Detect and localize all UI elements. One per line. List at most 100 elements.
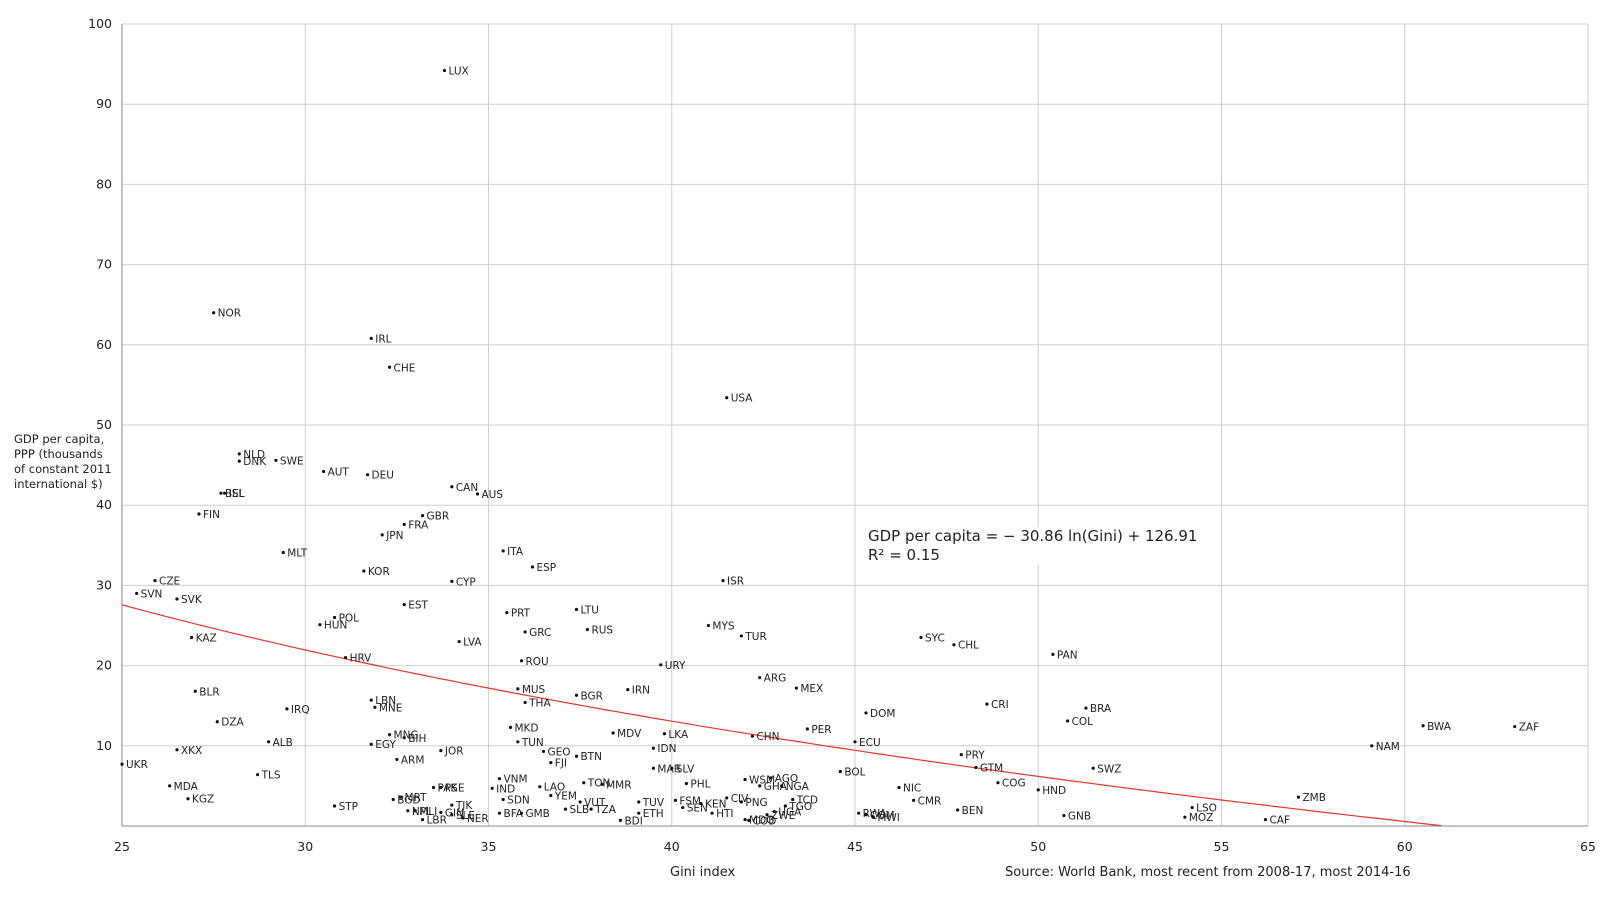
data-point-kor	[362, 569, 366, 573]
trend-equation: GDP per capita = − 30.86 ln(Gini) + 126.…	[868, 527, 1198, 545]
data-point-zaf	[1513, 724, 1517, 729]
data-point-lux	[442, 68, 447, 73]
point-label-pse: PSE	[445, 783, 465, 795]
data-point-idn	[651, 746, 656, 750]
point-label-tcd: TCD	[796, 795, 818, 807]
point-label-stp: STP	[339, 801, 358, 813]
point-label-esp: ESP	[536, 562, 556, 574]
point-label-mrt: MRT	[405, 792, 428, 804]
data-point-mli	[413, 809, 417, 813]
point-label-bih: BIH	[408, 733, 426, 745]
point-label-wsm: WSM	[749, 774, 775, 786]
x-tick-label: 25	[114, 839, 130, 854]
x-tick-label: 35	[481, 839, 497, 854]
data-point-col	[1065, 719, 1070, 723]
point-label-geo: GEO	[547, 746, 570, 758]
point-label-lva: LVA	[463, 637, 482, 649]
point-label-sle: SLE	[456, 810, 475, 822]
point-label-gin: GIN	[445, 807, 464, 819]
data-point-mwi	[871, 815, 875, 819]
point-label-ind: IND	[496, 783, 515, 795]
point-label-can: CAN	[456, 482, 478, 494]
data-point-cri	[985, 702, 989, 706]
axes	[121, 24, 1588, 827]
point-label-lbn: LBN	[375, 695, 396, 707]
point-label-tza: TZA	[594, 804, 617, 816]
y-tick-label: 20	[96, 658, 112, 673]
data-point-lva	[457, 639, 461, 644]
point-label-hun: HUN	[324, 620, 347, 632]
point-label-est: EST	[408, 600, 428, 612]
y-tick-label: 90	[96, 96, 112, 111]
data-point-swe	[274, 458, 278, 462]
point-label-tun: TUN	[521, 737, 544, 749]
data-point-zmb	[1296, 795, 1301, 799]
point-label-rus: RUS	[591, 625, 613, 637]
point-label-isr: ISR	[727, 576, 744, 588]
point-label-eth: ETH	[643, 808, 664, 820]
point-label-fsm: FSM	[679, 795, 701, 807]
source-note: Source: World Bank, most recent from 200…	[1005, 865, 1411, 880]
data-point-lbr	[420, 817, 425, 822]
data-point-lao	[538, 785, 542, 789]
point-label-lso: LSO	[1196, 803, 1217, 815]
point-label-kgz: KGZ	[192, 794, 214, 806]
data-point-mdv	[611, 731, 615, 735]
data-point-tls	[256, 773, 260, 777]
data-point-mmr	[600, 782, 604, 786]
data-point-mys	[706, 623, 711, 628]
point-label-fra: FRA	[408, 519, 429, 531]
point-label-cri: CRI	[991, 699, 1009, 711]
point-label-swe: SWE	[280, 455, 304, 467]
point-label-cze: CZE	[159, 576, 180, 588]
point-label-aut: AUT	[328, 467, 350, 479]
point-label-hrv: HRV	[350, 653, 373, 665]
point-label-bwa: BWA	[1427, 721, 1452, 733]
gridlines	[121, 23, 1589, 826]
y-tick-label: 10	[96, 738, 112, 753]
data-point-bgr	[574, 693, 579, 697]
data-point-cod	[747, 818, 751, 822]
data-point-grc	[523, 630, 527, 634]
point-label-rou: ROU	[525, 656, 548, 668]
point-label-bra: BRA	[1090, 703, 1112, 715]
data-point-dom	[864, 711, 868, 715]
data-point-rou	[519, 659, 524, 663]
point-label-irn: IRN	[632, 685, 650, 697]
data-point-tcd	[791, 797, 795, 802]
point-label-lux: LUX	[449, 66, 469, 78]
data-point-mar	[651, 766, 656, 770]
data-point-ind	[490, 786, 494, 790]
data-point-nga	[780, 784, 784, 788]
data-point-tuv	[637, 800, 641, 804]
point-label-mli: MLI	[419, 806, 437, 818]
x-axis-label: Gini index	[670, 865, 736, 880]
point-label-ner: NER	[467, 813, 489, 825]
data-point-ton	[582, 781, 586, 785]
x-tick-label: 55	[1214, 839, 1230, 854]
data-point-slb	[563, 807, 568, 811]
point-label-ltu: LTU	[580, 604, 599, 616]
point-label-ken: KEN	[705, 799, 726, 811]
data-point-deu	[365, 473, 370, 477]
data-point-bol	[838, 769, 842, 774]
data-point-alb	[267, 740, 271, 744]
data-point-mex	[794, 686, 798, 690]
data-point-sen	[681, 805, 685, 810]
point-label-idn: IDN	[657, 743, 676, 755]
data-point-bdi	[618, 818, 623, 822]
point-label-isl: ISL	[229, 488, 245, 500]
data-point-ita	[501, 549, 505, 553]
tick-labels: 25 30 35 40 45 50 55 60 65 10 20 30 40 50 60 70 80 90 100	[88, 16, 1596, 854]
point-label-yem: YEM	[554, 791, 577, 803]
data-point-per	[805, 727, 809, 731]
data-point-bwa	[1421, 724, 1425, 728]
point-label-mdv: MDV	[617, 728, 642, 740]
data-point-caf	[1263, 817, 1268, 822]
point-label-grc: GRC	[529, 627, 551, 639]
data-point-yem	[549, 793, 553, 798]
data-point-bfa	[497, 811, 502, 815]
data-point-hnd	[1036, 788, 1040, 792]
point-label-fji: FJI	[555, 758, 567, 770]
data-point-isl	[223, 491, 227, 495]
